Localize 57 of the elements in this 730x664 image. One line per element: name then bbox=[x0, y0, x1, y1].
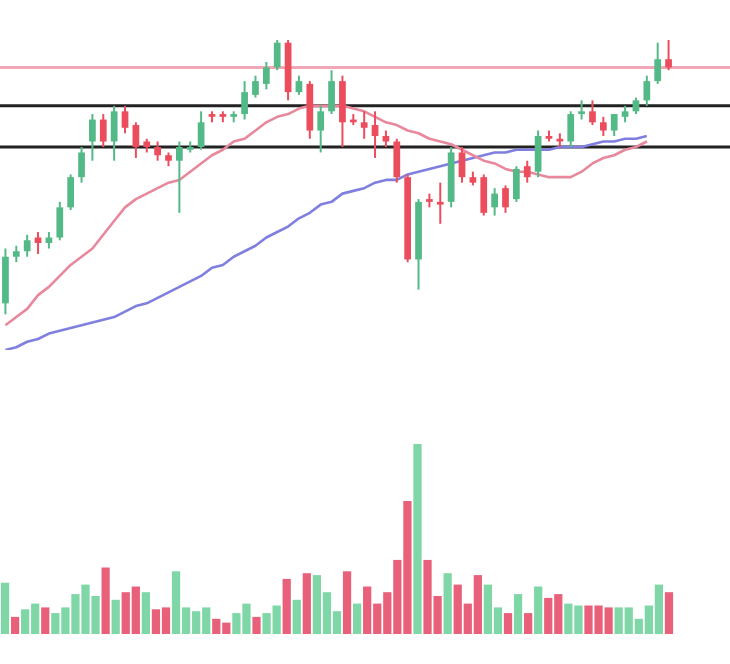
candlestick bbox=[317, 104, 325, 154]
candlestick bbox=[328, 69, 335, 116]
candlestick bbox=[458, 145, 466, 184]
candlestick bbox=[393, 137, 401, 184]
candlestick bbox=[643, 74, 651, 107]
bar bbox=[41, 607, 50, 634]
bar bbox=[141, 592, 150, 634]
bar bbox=[503, 613, 513, 634]
bar bbox=[302, 573, 311, 634]
bar bbox=[252, 616, 261, 634]
candlestick bbox=[523, 159, 531, 184]
candlestick bbox=[154, 140, 161, 162]
bar bbox=[342, 571, 352, 634]
bar bbox=[0, 582, 10, 634]
candlestick bbox=[360, 110, 368, 140]
candlestick bbox=[436, 181, 444, 225]
bar bbox=[443, 573, 452, 634]
candlestick bbox=[654, 41, 662, 85]
candlestick bbox=[121, 104, 129, 135]
bar bbox=[524, 613, 533, 634]
candlestick bbox=[306, 80, 314, 140]
candlestick bbox=[273, 39, 281, 72]
candlestick bbox=[491, 187, 498, 217]
candlestick bbox=[567, 110, 575, 148]
bar bbox=[282, 578, 291, 634]
candlestick bbox=[67, 173, 75, 212]
bar bbox=[413, 444, 422, 634]
candlestick bbox=[197, 110, 205, 151]
candlestick bbox=[339, 74, 346, 148]
candlestick bbox=[252, 74, 259, 99]
bar bbox=[664, 592, 674, 634]
candlestick bbox=[578, 99, 585, 121]
candlestick bbox=[262, 60, 270, 91]
candlestick bbox=[110, 104, 118, 162]
bar bbox=[10, 616, 20, 634]
bar bbox=[534, 586, 543, 634]
bar bbox=[353, 603, 362, 634]
candlestick bbox=[89, 113, 96, 162]
candlestick bbox=[534, 129, 542, 179]
candlestick bbox=[589, 99, 596, 127]
candlestick bbox=[99, 113, 107, 148]
candlestick bbox=[176, 140, 183, 214]
candlestick bbox=[480, 173, 488, 217]
candlestick bbox=[56, 200, 64, 242]
candlestick bbox=[2, 247, 9, 316]
candlestick bbox=[665, 39, 672, 72]
candlestick bbox=[23, 233, 31, 258]
bar bbox=[513, 594, 523, 634]
candlestick bbox=[599, 115, 607, 138]
candlestick bbox=[610, 113, 618, 138]
bar bbox=[101, 567, 110, 634]
candlestick bbox=[241, 80, 248, 121]
candlestick bbox=[513, 165, 520, 203]
bar bbox=[292, 599, 301, 634]
bar bbox=[111, 599, 120, 634]
candlestick bbox=[502, 184, 509, 214]
candlestick bbox=[78, 145, 85, 184]
